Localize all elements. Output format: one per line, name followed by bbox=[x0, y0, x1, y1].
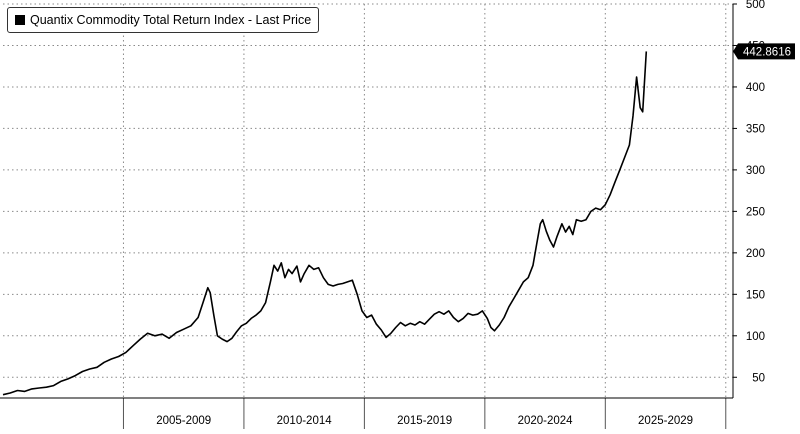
x-tick-label: 2020-2024 bbox=[518, 415, 574, 427]
y-tick-label: 250 bbox=[746, 206, 765, 218]
legend-label: Quantix Commodity Total Return Index - L… bbox=[30, 13, 312, 27]
y-tick-label: 100 bbox=[746, 331, 765, 343]
x-tick-label: 2025-2029 bbox=[638, 415, 693, 427]
series-line bbox=[2, 51, 648, 396]
y-tick-label: 300 bbox=[746, 165, 765, 177]
last-price-flag bbox=[733, 43, 795, 60]
x-tick-label: 2010-2014 bbox=[277, 415, 333, 427]
y-tick-label: 200 bbox=[746, 248, 765, 260]
y-tick-label: 400 bbox=[746, 82, 765, 94]
y-tick-label: 150 bbox=[746, 289, 765, 301]
legend: Quantix Commodity Total Return Index - L… bbox=[7, 7, 320, 33]
legend-swatch bbox=[15, 15, 25, 25]
y-tick-label: 350 bbox=[746, 123, 765, 135]
last-price-label: 442.8616 bbox=[743, 46, 791, 58]
x-tick-label: 2015-2019 bbox=[397, 415, 452, 427]
x-tick-label: 2005-2009 bbox=[156, 415, 211, 427]
y-tick-label: 50 bbox=[752, 372, 765, 384]
y-tick-label: 500 bbox=[746, 0, 765, 11]
